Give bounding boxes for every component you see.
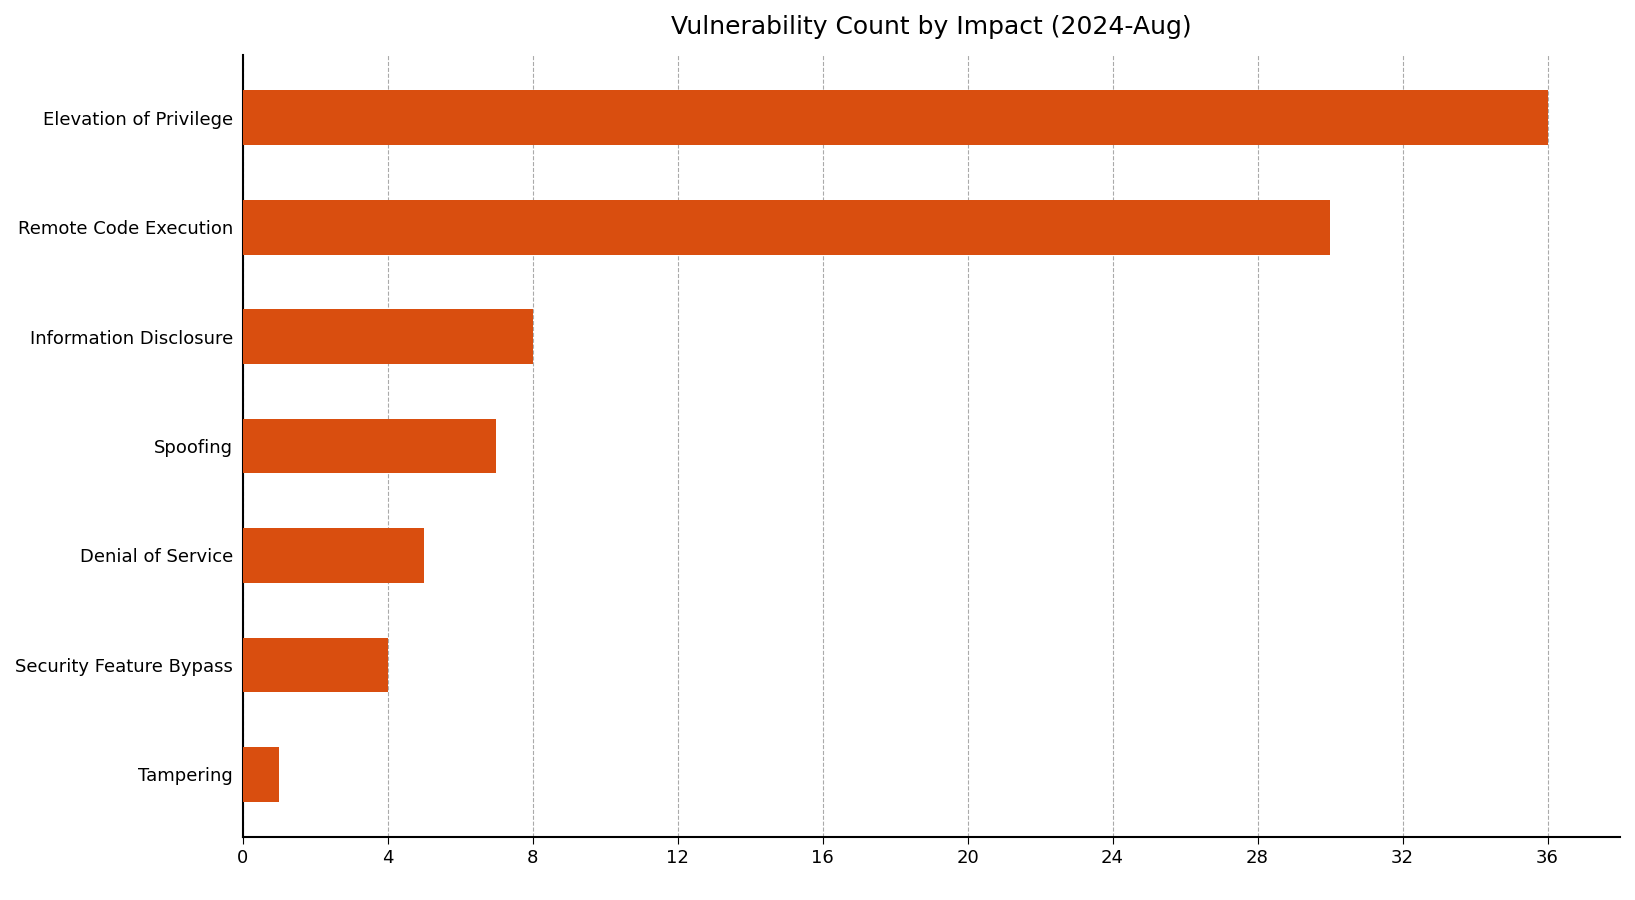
Bar (242, 528, 423, 583)
Bar (242, 200, 1329, 255)
Bar (242, 418, 497, 473)
Bar (242, 637, 387, 692)
Bar (242, 747, 280, 802)
Bar (242, 90, 1547, 145)
Bar (242, 310, 533, 364)
Title: Vulnerability Count by Impact (2024-Aug): Vulnerability Count by Impact (2024-Aug) (670, 15, 1192, 39)
